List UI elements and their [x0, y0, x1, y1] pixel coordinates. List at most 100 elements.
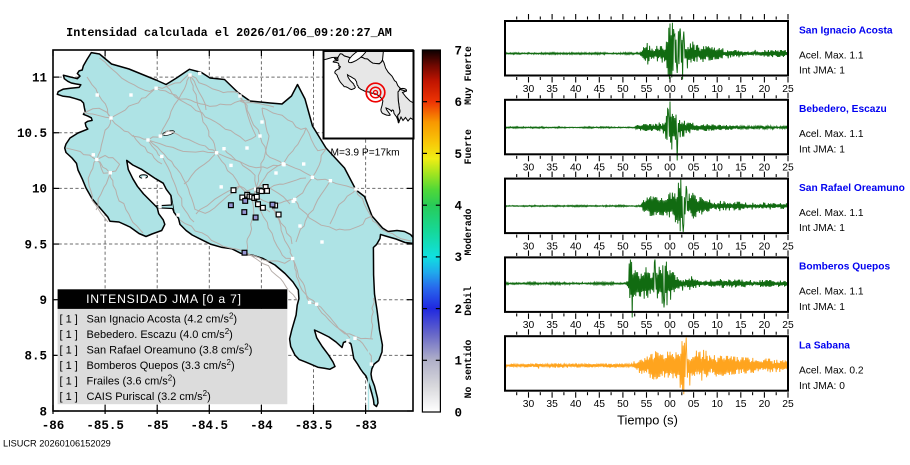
svg-text:7: 7	[455, 44, 463, 58]
svg-text:10.5: 10.5	[17, 127, 47, 141]
svg-text:25: 25	[782, 241, 794, 252]
svg-text:55: 55	[641, 84, 653, 95]
svg-text:[ 1 ]: [ 1 ]	[60, 360, 78, 372]
svg-text:10: 10	[711, 399, 723, 410]
svg-text:Int JMA: 1: Int JMA: 1	[799, 66, 845, 77]
svg-text:15: 15	[735, 241, 747, 252]
svg-text:Int JMA: 0: Int JMA: 0	[799, 381, 845, 392]
svg-text:[ 1 ]: [ 1 ]	[60, 329, 78, 341]
svg-text:Bomberos Quepos: Bomberos Quepos	[799, 262, 890, 273]
svg-text:50: 50	[617, 84, 629, 95]
svg-text:1: 1	[455, 355, 463, 369]
svg-text:20: 20	[759, 320, 771, 331]
svg-text:25: 25	[782, 163, 794, 174]
svg-text:M=3.9 P=17km: M=3.9 P=17km	[331, 148, 400, 159]
svg-text:10: 10	[711, 320, 723, 331]
svg-text:20: 20	[759, 84, 771, 95]
svg-text:Muy Fuerte: Muy Fuerte	[463, 46, 474, 105]
svg-text:00: 00	[664, 84, 676, 95]
svg-text:05: 05	[688, 320, 700, 331]
svg-text:Acel. Max. 1.1: Acel. Max. 1.1	[799, 50, 864, 61]
svg-text:30: 30	[523, 241, 535, 252]
svg-text:55: 55	[641, 320, 653, 331]
svg-text:10: 10	[32, 183, 47, 197]
svg-text:00: 00	[664, 320, 676, 331]
svg-text:40: 40	[570, 84, 582, 95]
svg-text:45: 45	[594, 320, 606, 331]
svg-text:5: 5	[455, 148, 463, 162]
svg-text:Int JMA: 1: Int JMA: 1	[799, 223, 845, 234]
svg-text:55: 55	[641, 399, 653, 410]
svg-text:40: 40	[570, 320, 582, 331]
svg-text:15: 15	[735, 399, 747, 410]
svg-text:10: 10	[711, 241, 723, 252]
svg-text:9.5: 9.5	[24, 238, 47, 252]
svg-text:Acel. Max. 1.1: Acel. Max. 1.1	[799, 287, 864, 298]
svg-text:Acel. Max. 1.1: Acel. Max. 1.1	[799, 129, 864, 140]
svg-text:Fuerte: Fuerte	[463, 129, 474, 164]
svg-text:San Ignacio Acosta (4.2 cm/s2): San Ignacio Acosta (4.2 cm/s2)	[87, 311, 238, 325]
svg-text:35: 35	[546, 399, 558, 410]
svg-text:-83: -83	[354, 419, 377, 433]
svg-text:9: 9	[39, 294, 47, 308]
svg-text:Bebedero. Escazu (4.0 cm/s2): Bebedero. Escazu (4.0 cm/s2)	[87, 327, 233, 341]
svg-text:25: 25	[782, 84, 794, 95]
svg-text:Bebedero, Escazu: Bebedero, Escazu	[799, 104, 887, 115]
svg-text:-85: -85	[146, 419, 169, 433]
svg-text:25: 25	[782, 399, 794, 410]
svg-text:Int JMA: 1: Int JMA: 1	[799, 302, 845, 313]
svg-text:No sentido: No sentido	[463, 339, 474, 398]
svg-text:05: 05	[688, 399, 700, 410]
svg-text:San Ignacio Acosta: San Ignacio Acosta	[799, 25, 893, 36]
svg-text:20: 20	[759, 163, 771, 174]
svg-text:[ 1 ]: [ 1 ]	[60, 344, 78, 356]
svg-text:25: 25	[782, 320, 794, 331]
svg-text:3: 3	[455, 251, 463, 265]
svg-text:8: 8	[39, 405, 47, 419]
svg-text:4: 4	[455, 200, 463, 214]
svg-text:6: 6	[455, 96, 463, 110]
svg-text:2: 2	[455, 303, 463, 317]
svg-text:-85.5: -85.5	[86, 419, 124, 433]
svg-text:San Rafael Oreamuno (3.8 cm/s2: San Rafael Oreamuno (3.8 cm/s2)	[87, 342, 253, 356]
svg-text:50: 50	[617, 241, 629, 252]
svg-text:[ 1 ]: [ 1 ]	[60, 375, 78, 387]
svg-text:40: 40	[570, 241, 582, 252]
svg-text:35: 35	[546, 163, 558, 174]
svg-text:45: 45	[594, 399, 606, 410]
svg-text:[ 1 ]: [ 1 ]	[60, 391, 78, 403]
svg-text:30: 30	[523, 163, 535, 174]
svg-text:45: 45	[594, 84, 606, 95]
svg-text:50: 50	[617, 399, 629, 410]
svg-text:10: 10	[711, 163, 723, 174]
svg-text:CAIS Puriscal (3.2 cm/s2): CAIS Puriscal (3.2 cm/s2)	[87, 389, 211, 403]
svg-text:8.5: 8.5	[24, 350, 47, 364]
svg-text:40: 40	[570, 163, 582, 174]
svg-text:[ 1 ]: [ 1 ]	[60, 313, 78, 325]
svg-text:-84: -84	[250, 419, 273, 433]
svg-text:35: 35	[546, 241, 558, 252]
svg-text:La Sabana: La Sabana	[799, 341, 850, 352]
svg-text:15: 15	[735, 320, 747, 331]
svg-text:30: 30	[523, 84, 535, 95]
svg-text:00: 00	[664, 163, 676, 174]
svg-text:INTENSIDAD JMA [0 a 7]: INTENSIDAD JMA [0 a 7]	[86, 292, 242, 306]
svg-text:Debil: Debil	[463, 286, 474, 316]
svg-text:00: 00	[664, 241, 676, 252]
svg-text:San Rafael Oreamuno: San Rafael Oreamuno	[799, 183, 905, 194]
svg-text:35: 35	[546, 320, 558, 331]
svg-text:-86: -86	[42, 419, 65, 433]
svg-text:00: 00	[664, 399, 676, 410]
svg-text:50: 50	[617, 163, 629, 174]
svg-text:-83.5: -83.5	[295, 419, 333, 433]
svg-text:30: 30	[523, 399, 535, 410]
svg-text:11: 11	[32, 71, 47, 85]
svg-text:45: 45	[594, 163, 606, 174]
svg-text:55: 55	[641, 241, 653, 252]
svg-text:05: 05	[688, 163, 700, 174]
svg-text:05: 05	[688, 241, 700, 252]
svg-text:45: 45	[594, 241, 606, 252]
svg-text:35: 35	[546, 84, 558, 95]
svg-text:20: 20	[759, 241, 771, 252]
svg-text:20: 20	[759, 399, 771, 410]
